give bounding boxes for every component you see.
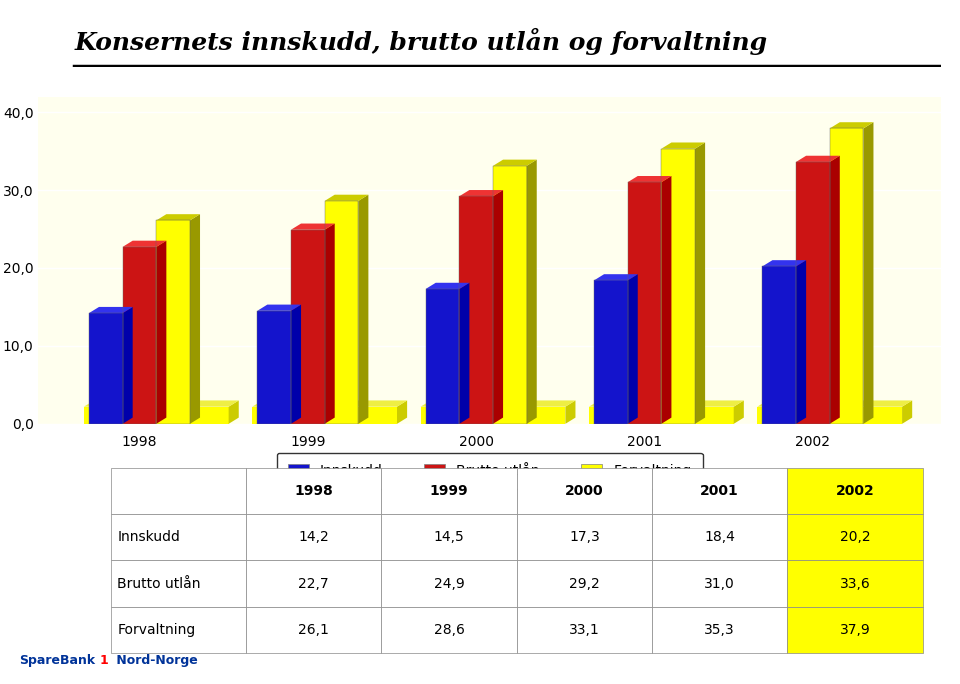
Polygon shape (661, 142, 705, 148)
Bar (425, 289, 459, 424)
Text: SpareBank: SpareBank (19, 653, 95, 667)
Polygon shape (863, 122, 874, 424)
Text: 1: 1 (100, 653, 108, 667)
Bar (123, 247, 156, 424)
Polygon shape (84, 400, 239, 407)
Bar (628, 182, 661, 424)
Polygon shape (493, 190, 503, 424)
Polygon shape (588, 407, 733, 424)
Polygon shape (123, 241, 166, 247)
Polygon shape (324, 224, 335, 424)
Polygon shape (796, 260, 806, 424)
Bar (89, 313, 123, 424)
Polygon shape (252, 400, 407, 407)
Bar (459, 196, 493, 424)
Bar (661, 148, 695, 424)
Polygon shape (829, 156, 840, 424)
Bar (257, 311, 291, 424)
Polygon shape (757, 400, 912, 407)
Polygon shape (902, 400, 912, 424)
Bar (762, 266, 796, 424)
Polygon shape (156, 214, 200, 220)
Bar (796, 162, 829, 424)
Polygon shape (324, 195, 369, 201)
Bar (291, 230, 324, 424)
Polygon shape (291, 304, 301, 424)
Polygon shape (156, 241, 166, 424)
Polygon shape (459, 282, 469, 424)
Polygon shape (89, 307, 132, 313)
Polygon shape (257, 304, 301, 311)
Bar (594, 280, 628, 424)
Polygon shape (628, 176, 671, 182)
Polygon shape (796, 156, 840, 162)
Polygon shape (228, 400, 239, 424)
Polygon shape (84, 407, 228, 424)
Polygon shape (420, 400, 575, 407)
Polygon shape (829, 122, 874, 129)
Polygon shape (762, 260, 806, 266)
Polygon shape (695, 142, 705, 424)
Polygon shape (594, 274, 637, 280)
Polygon shape (123, 307, 132, 424)
Polygon shape (425, 282, 469, 289)
Text: Konsernets innskudd, brutto utlån og forvaltning: Konsernets innskudd, brutto utlån og for… (75, 27, 768, 55)
Bar (493, 166, 527, 424)
Polygon shape (757, 407, 902, 424)
Polygon shape (628, 274, 637, 424)
Bar (829, 129, 863, 424)
Polygon shape (588, 400, 744, 407)
Polygon shape (661, 176, 671, 424)
Bar (156, 220, 190, 424)
Polygon shape (397, 400, 407, 424)
Text: Nord-Norge: Nord-Norge (112, 653, 198, 667)
Polygon shape (733, 400, 744, 424)
Polygon shape (358, 195, 369, 424)
Legend: Innskudd, Brutto utlån, Forvaltning: Innskudd, Brutto utlån, Forvaltning (276, 453, 703, 489)
Polygon shape (459, 190, 503, 196)
Polygon shape (493, 159, 537, 166)
Polygon shape (291, 224, 335, 230)
Polygon shape (527, 159, 537, 424)
Polygon shape (420, 407, 565, 424)
Polygon shape (190, 214, 200, 424)
Polygon shape (252, 407, 397, 424)
Bar (324, 201, 358, 424)
Polygon shape (565, 400, 575, 424)
